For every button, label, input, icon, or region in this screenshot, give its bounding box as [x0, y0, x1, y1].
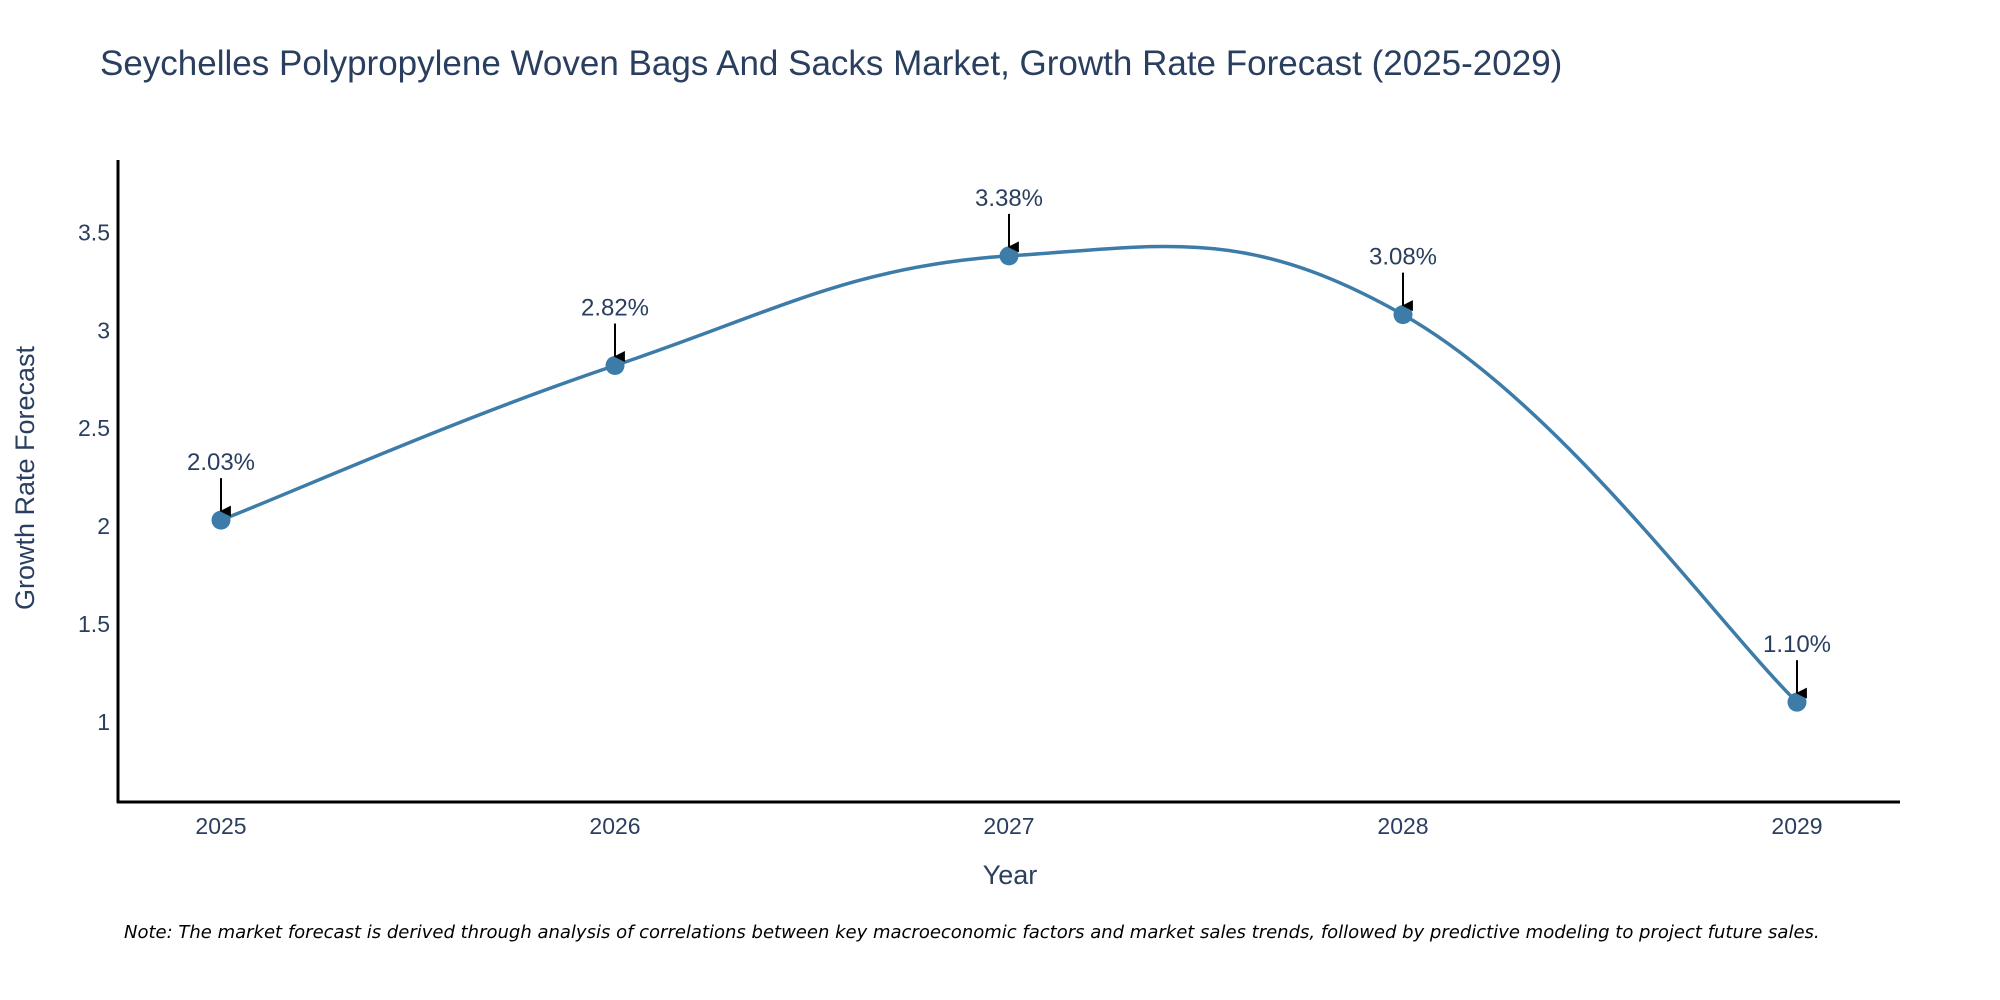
y-tick-label: 1 [97, 709, 110, 735]
y-axis-title: Growth Rate Forecast [10, 345, 40, 610]
x-tick-label: 2029 [1771, 813, 1822, 839]
data-point [1787, 692, 1807, 712]
data-labels: 2.03% 2.82% 3.38% 3.08% 1.10% [187, 185, 1831, 699]
data-label: 3.08% [1369, 244, 1437, 271]
data-point [211, 510, 231, 530]
y-tick-label: 2 [97, 513, 110, 539]
y-tick-label: 3.5 [78, 219, 110, 245]
data-point [1393, 305, 1413, 325]
data-point [605, 356, 625, 376]
y-tick-label: 3 [97, 317, 110, 343]
data-label: 3.38% [975, 185, 1043, 212]
x-tick-label: 2025 [195, 813, 246, 839]
axes [116, 160, 1900, 804]
x-tick-label: 2028 [1377, 813, 1428, 839]
data-label: 1.10% [1763, 631, 1831, 658]
x-axis-title: Year [983, 860, 1038, 890]
x-tick-label: 2026 [589, 813, 640, 839]
axis-ticks: 1 1.5 2 2.5 3 3.5 2025 2026 2027 2028 2029 [78, 219, 1823, 839]
series [211, 244, 1807, 712]
y-tick-label: 2.5 [78, 415, 110, 441]
y-tick-label: 1.5 [78, 611, 110, 637]
footnote: Note: The market forecast is derived thr… [124, 922, 1820, 943]
data-label: 2.03% [187, 449, 255, 476]
x-tick-label: 2027 [983, 813, 1034, 839]
data-label: 2.82% [581, 295, 649, 322]
data-point [999, 246, 1019, 266]
series-line [220, 244, 1799, 704]
chart-title: Seychelles Polypropylene Woven Bags And … [100, 44, 1563, 83]
